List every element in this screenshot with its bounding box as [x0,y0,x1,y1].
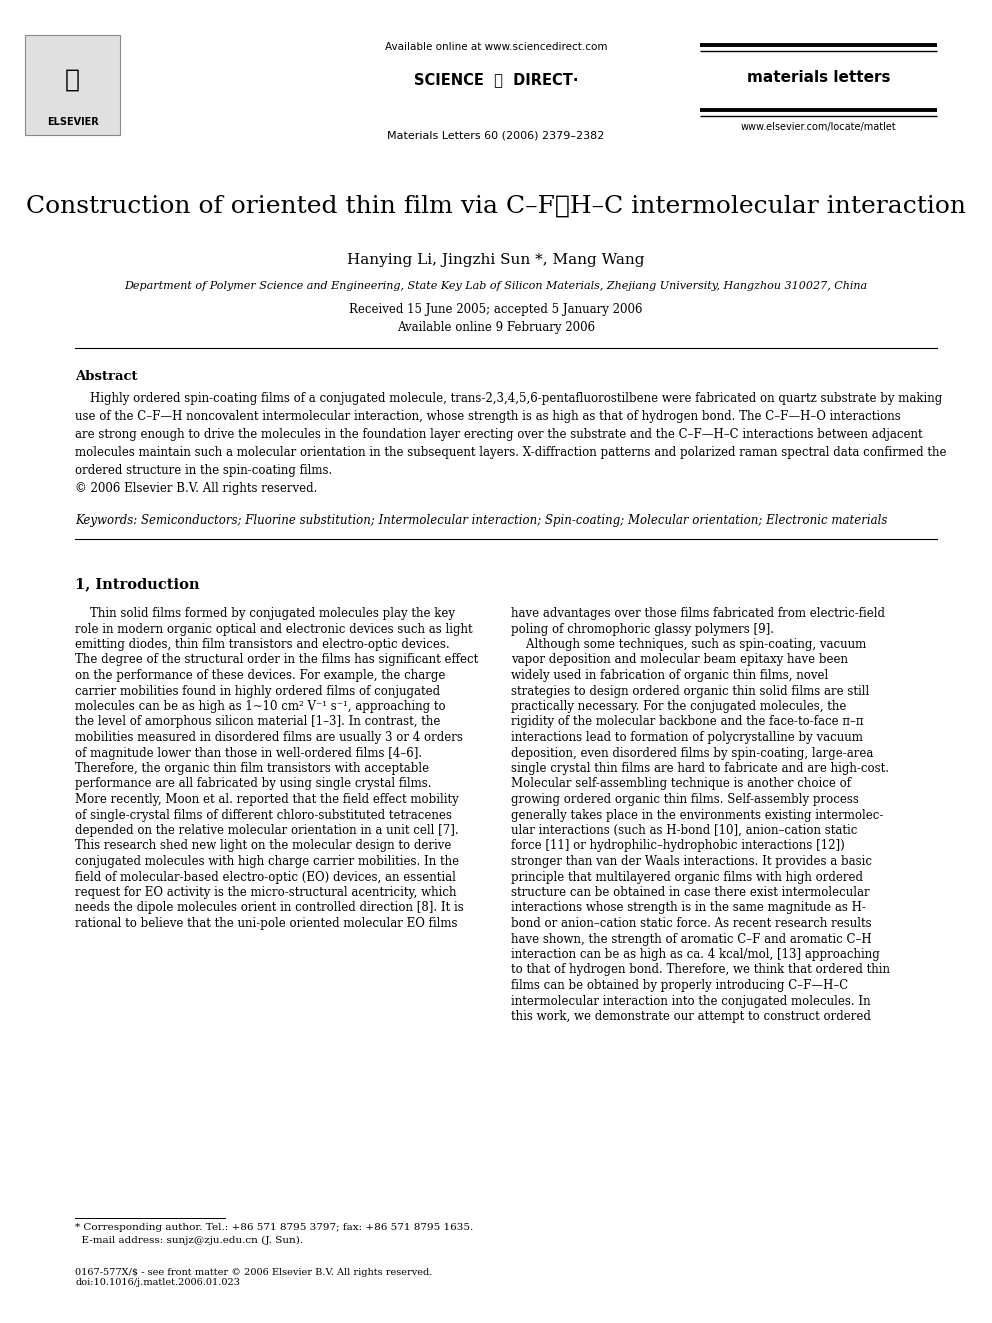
Text: Highly ordered spin-coating films of a conjugated molecule, trans-2,3,4,5,6-pent: Highly ordered spin-coating films of a c… [75,392,946,495]
Text: vapor deposition and molecular beam epitaxy have been: vapor deposition and molecular beam epit… [511,654,848,667]
Text: Department of Polymer Science and Engineering, State Key Lab of Silicon Material: Department of Polymer Science and Engine… [124,280,868,291]
Text: 1, Introduction: 1, Introduction [75,577,199,591]
Text: this work, we demonstrate our attempt to construct ordered: this work, we demonstrate our attempt to… [511,1009,871,1023]
Text: have shown, the strength of aromatic C–F and aromatic C–H: have shown, the strength of aromatic C–F… [511,933,872,946]
Text: More recently, Moon et al. reported that the field effect mobility: More recently, Moon et al. reported that… [75,792,458,806]
Text: 0167-577X/$ - see front matter © 2006 Elsevier B.V. All rights reserved.
doi:10.: 0167-577X/$ - see front matter © 2006 El… [75,1267,433,1287]
Text: deposition, even disordered films by spin-coating, large-area: deposition, even disordered films by spi… [511,746,873,759]
Text: Abstract: Abstract [75,370,138,382]
Text: strategies to design ordered organic thin solid films are still: strategies to design ordered organic thi… [511,684,869,697]
Text: of single-crystal films of different chloro-substituted tetracenes: of single-crystal films of different chl… [75,808,452,822]
Text: of magnitude lower than those in well-ordered films [4–6].: of magnitude lower than those in well-or… [75,746,423,759]
Text: growing ordered organic thin films. Self-assembly process: growing ordered organic thin films. Self… [511,792,859,806]
Text: force [11] or hydrophilic–hydrophobic interactions [12]): force [11] or hydrophilic–hydrophobic in… [511,840,845,852]
Text: on the performance of these devices. For example, the charge: on the performance of these devices. For… [75,669,445,681]
Text: materials letters: materials letters [747,70,890,85]
Text: emitting diodes, thin film transistors and electro-optic devices.: emitting diodes, thin film transistors a… [75,638,449,651]
Bar [25,34,120,135]
Text: mobilities measured in disordered films are usually 3 or 4 orders: mobilities measured in disordered films … [75,732,463,744]
Text: rational to believe that the uni-pole oriented molecular EO films: rational to believe that the uni-pole or… [75,917,457,930]
Text: ELSEVIER: ELSEVIER [47,116,98,127]
Text: single crystal thin films are hard to fabricate and are high-cost.: single crystal thin films are hard to fa… [511,762,889,775]
Text: 🌲: 🌲 [65,67,80,93]
Text: the level of amorphous silicon material [1–3]. In contrast, the: the level of amorphous silicon material … [75,716,440,729]
Text: conjugated molecules with high charge carrier mobilities. In the: conjugated molecules with high charge ca… [75,855,459,868]
Text: molecules can be as high as 1~10 cm² V⁻¹ s⁻¹, approaching to: molecules can be as high as 1~10 cm² V⁻¹… [75,700,445,713]
Text: Keywords: Semiconductors; Fluorine substitution; Intermolecular interaction; Spi: Keywords: Semiconductors; Fluorine subst… [75,515,888,527]
Text: Available online at www.sciencedirect.com: Available online at www.sciencedirect.co… [385,42,607,52]
Text: SCIENCE  ⓐ  DIRECT·: SCIENCE ⓐ DIRECT· [414,71,578,87]
Text: principle that multilayered organic films with high ordered: principle that multilayered organic film… [511,871,863,884]
Text: Although some techniques, such as spin-coating, vacuum: Although some techniques, such as spin-c… [511,638,866,651]
Text: Therefore, the organic thin film transistors with acceptable: Therefore, the organic thin film transis… [75,762,430,775]
Text: practically necessary. For the conjugated molecules, the: practically necessary. For the conjugate… [511,700,846,713]
Text: The degree of the structural order in the films has significant effect: The degree of the structural order in th… [75,654,478,667]
Text: depended on the relative molecular orientation in a unit cell [7].: depended on the relative molecular orien… [75,824,458,837]
Text: interaction can be as high as ca. 4 kcal/mol, [13] approaching: interaction can be as high as ca. 4 kcal… [511,949,880,960]
Text: Materials Letters 60 (2006) 2379–2382: Materials Letters 60 (2006) 2379–2382 [387,130,605,140]
Text: films can be obtained by properly introducing C–F—H–C: films can be obtained by properly introd… [511,979,848,992]
Text: Construction of oriented thin film via C–F⋯H–C intermolecular interaction: Construction of oriented thin film via C… [26,194,966,218]
Text: rigidity of the molecular backbone and the face-to-face π–π: rigidity of the molecular backbone and t… [511,716,863,729]
Text: role in modern organic optical and electronic devices such as light: role in modern organic optical and elect… [75,623,472,635]
Text: * Corresponding author. Tel.: +86 571 8795 3797; fax: +86 571 8795 1635.
  E-mai: * Corresponding author. Tel.: +86 571 87… [75,1222,473,1245]
Text: www.elsevier.com/locate/matlet: www.elsevier.com/locate/matlet [741,122,897,132]
Text: This research shed new light on the molecular design to derive: This research shed new light on the mole… [75,840,451,852]
Text: field of molecular-based electro-optic (EO) devices, an essential: field of molecular-based electro-optic (… [75,871,456,884]
Text: Molecular self-assembling technique is another choice of: Molecular self-assembling technique is a… [511,778,851,791]
Text: stronger than van der Waals interactions. It provides a basic: stronger than van der Waals interactions… [511,855,872,868]
Text: poling of chromophoric glassy polymers [9].: poling of chromophoric glassy polymers [… [511,623,774,635]
Text: to that of hydrogen bond. Therefore, we think that ordered thin: to that of hydrogen bond. Therefore, we … [511,963,890,976]
Text: intermolecular interaction into the conjugated molecules. In: intermolecular interaction into the conj… [511,995,871,1008]
Text: Available online 9 February 2006: Available online 9 February 2006 [397,321,595,333]
Text: needs the dipole molecules orient in controlled direction [8]. It is: needs the dipole molecules orient in con… [75,901,463,914]
Text: generally takes place in the environments existing intermolec-: generally takes place in the environment… [511,808,883,822]
Text: carrier mobilities found in highly ordered films of conjugated: carrier mobilities found in highly order… [75,684,440,697]
Text: structure can be obtained in case there exist intermolecular: structure can be obtained in case there … [511,886,870,900]
Text: request for EO activity is the micro-structural acentricity, which: request for EO activity is the micro-str… [75,886,456,900]
Text: performance are all fabricated by using single crystal films.: performance are all fabricated by using … [75,778,432,791]
Text: ular interactions (such as H-bond [10], anion–cation static: ular interactions (such as H-bond [10], … [511,824,857,837]
Text: interactions whose strength is in the same magnitude as H-: interactions whose strength is in the sa… [511,901,866,914]
Text: Hanying Li, Jingzhi Sun *, Mang Wang: Hanying Li, Jingzhi Sun *, Mang Wang [347,253,645,267]
Text: bond or anion–cation static force. As recent research results: bond or anion–cation static force. As re… [511,917,872,930]
Text: widely used in fabrication of organic thin films, novel: widely used in fabrication of organic th… [511,669,828,681]
Text: have advantages over those films fabricated from electric-field: have advantages over those films fabrica… [511,607,885,620]
Text: Thin solid films formed by conjugated molecules play the key: Thin solid films formed by conjugated mo… [75,607,455,620]
Text: interactions lead to formation of polycrystalline by vacuum: interactions lead to formation of polycr… [511,732,863,744]
Text: Received 15 June 2005; accepted 5 January 2006: Received 15 June 2005; accepted 5 Januar… [349,303,643,316]
